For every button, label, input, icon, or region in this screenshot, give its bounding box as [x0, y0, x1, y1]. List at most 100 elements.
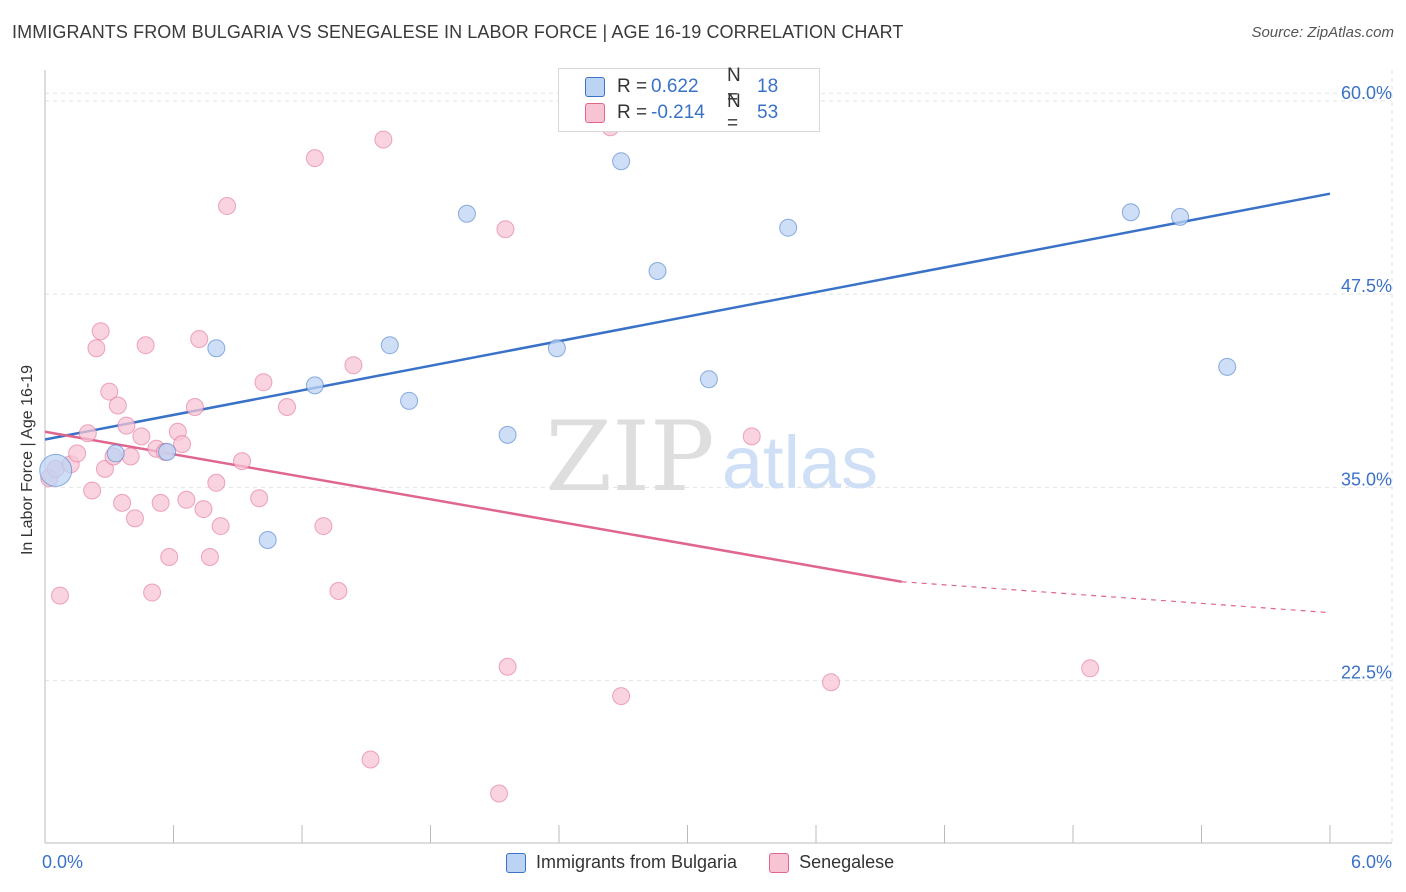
point-senegalese	[190, 330, 209, 349]
point-senegalese	[233, 452, 252, 471]
legend-swatch-senegalese	[769, 852, 790, 873]
point-senegalese	[278, 398, 297, 417]
point-senegalese	[177, 490, 196, 509]
point-bulgaria	[1171, 207, 1190, 226]
point-bulgaria	[648, 261, 667, 280]
trend-line-senegalese	[44, 430, 902, 583]
x-tick-label-max: 6.0%	[1350, 852, 1392, 872]
point-senegalese	[218, 197, 237, 216]
point-senegalese	[742, 427, 761, 446]
point-bulgaria	[400, 391, 419, 410]
point-bulgaria	[158, 442, 177, 461]
legend-swatch-senegalese	[585, 103, 605, 123]
point-senegalese	[160, 547, 179, 566]
point-bulgaria	[1121, 203, 1140, 222]
point-bulgaria	[258, 530, 277, 549]
point-senegalese	[132, 427, 151, 446]
point-senegalese	[344, 356, 363, 375]
point-senegalese	[100, 382, 119, 401]
point-bulgaria	[498, 425, 517, 444]
point-senegalese	[151, 493, 170, 512]
legend-n-value: 18	[757, 76, 779, 97]
point-senegalese	[250, 489, 269, 508]
point-senegalese	[91, 322, 110, 341]
point-senegalese	[200, 547, 219, 566]
legend-label-senegalese: Senegalese	[799, 852, 895, 872]
legend-label-bulgaria: Immigrants from Bulgaria	[536, 852, 738, 872]
series-legend: Immigrants from Bulgaria Senegalese	[506, 852, 926, 873]
trend-lines	[44, 192, 1331, 614]
y-tick-labels: 22.5% 35.0% 47.5% 60.0%	[1341, 83, 1392, 683]
legend-row-senegalese: R = -0.214 N = 53	[585, 91, 779, 134]
point-senegalese	[194, 500, 213, 519]
point-senegalese	[185, 398, 204, 417]
legend-n-label: N =	[727, 65, 741, 108]
point-bulgaria	[612, 152, 631, 171]
point-bulgaria	[380, 336, 399, 355]
point-senegalese	[173, 435, 192, 454]
point-senegalese	[329, 582, 348, 601]
trend-line-bulgaria	[44, 192, 1331, 441]
point-senegalese	[207, 473, 226, 492]
point-senegalese	[143, 583, 162, 602]
point-senegalese	[87, 339, 106, 358]
point-bulgaria	[457, 204, 476, 223]
point-senegalese	[361, 750, 380, 769]
legend-r-label: R =	[617, 76, 648, 97]
point-senegalese	[113, 493, 132, 512]
point-bulgaria	[39, 453, 73, 487]
point-senegalese	[125, 509, 144, 528]
point-bulgaria	[779, 218, 798, 237]
point-senegalese	[821, 673, 840, 692]
x-tick-label-min: 0.0%	[42, 852, 84, 872]
point-senegalese	[254, 373, 273, 392]
point-senegalese	[83, 481, 102, 500]
y-tick-label: 35.0%	[1341, 469, 1392, 489]
point-bulgaria	[547, 339, 566, 358]
legend-swatch-bulgaria	[585, 77, 605, 97]
trend-line-dashed-senegalese	[901, 581, 1331, 614]
legend-item-senegalese: Senegalese	[769, 852, 894, 873]
point-senegalese	[490, 784, 509, 803]
legend-n-label: N =	[727, 91, 741, 134]
point-senegalese	[136, 336, 155, 355]
legend-swatch-bulgaria	[506, 852, 526, 873]
point-senegalese	[211, 517, 230, 536]
point-senegalese	[1081, 659, 1100, 678]
point-senegalese	[121, 447, 140, 466]
watermark: ZIP atlas	[545, 401, 878, 513]
point-senegalese	[305, 149, 324, 168]
legend-row-bulgaria: R = 0.622 N = 18	[585, 65, 779, 108]
y-tick-label: 22.5%	[1341, 663, 1392, 683]
legend-r-value: 0.622	[651, 76, 699, 97]
grid-lines	[45, 70, 1393, 843]
point-bulgaria	[699, 370, 718, 389]
chart-title: IMMIGRANTS FROM BULGARIA VS SENEGALESE I…	[12, 22, 904, 42]
y-tick-label: 47.5%	[1341, 276, 1392, 296]
point-senegalese	[374, 130, 393, 149]
point-senegalese	[78, 424, 97, 443]
point-senegalese	[95, 459, 114, 478]
point-bulgaria	[207, 339, 226, 358]
point-bulgaria	[1218, 357, 1237, 376]
point-senegalese	[108, 396, 127, 415]
point-bulgaria	[106, 444, 125, 463]
watermark-zip: ZIP	[545, 401, 714, 513]
legend-item-bulgaria: Immigrants from Bulgaria	[506, 852, 737, 873]
point-senegalese	[117, 416, 136, 435]
point-senegalese	[68, 444, 87, 463]
legend-r-value: -0.214	[651, 102, 705, 123]
point-bulgaria	[305, 376, 324, 395]
point-senegalese	[498, 657, 517, 676]
point-senegalese	[314, 517, 333, 536]
point-senegalese	[50, 586, 69, 605]
source-label: Source: ZipAtlas.com	[1251, 24, 1394, 41]
legend-n-value: 53	[757, 102, 779, 123]
axes	[44, 70, 1392, 844]
stats-legend: R = 0.622 N = 18 R = -0.214 N = 53	[558, 65, 820, 134]
point-senegalese	[496, 220, 515, 239]
legend-r-label: R =	[617, 102, 648, 123]
point-senegalese	[612, 687, 631, 706]
y-tick-label: 60.0%	[1341, 83, 1392, 103]
